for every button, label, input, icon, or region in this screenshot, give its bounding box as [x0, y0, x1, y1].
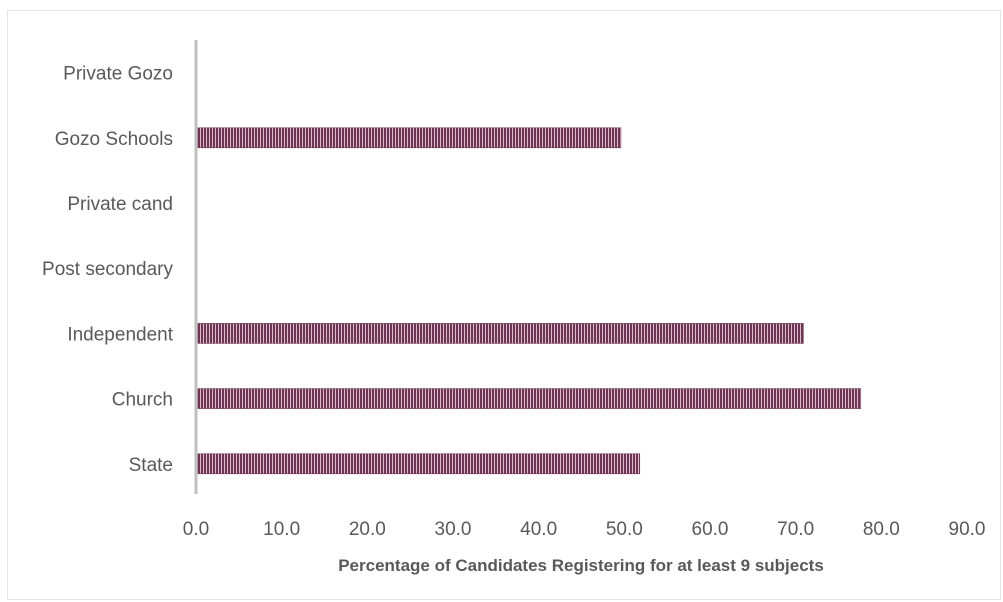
category-label: State [129, 455, 173, 476]
x-tick-label: 10.0 [263, 519, 300, 540]
x-tick-label: 80.0 [863, 519, 900, 540]
x-tick-label: 0.0 [183, 519, 209, 540]
category-label: Private cand [67, 194, 173, 215]
x-tick-label: 40.0 [520, 519, 557, 540]
x-tick-label: 60.0 [692, 519, 729, 540]
category-label: Church [112, 390, 173, 411]
bar [197, 388, 862, 409]
x-tick-label: 90.0 [949, 519, 986, 540]
category-label: Gozo Schools [55, 129, 173, 150]
bar [197, 453, 641, 475]
x-tick-label: 70.0 [777, 519, 814, 540]
chart-frame [7, 10, 1001, 600]
x-tick-label: 20.0 [349, 519, 386, 540]
x-tick-label: 50.0 [606, 519, 643, 540]
x-axis-title: Percentage of Candidates Registering for… [338, 556, 824, 575]
bar [197, 127, 622, 149]
category-label: Post secondary [42, 259, 173, 280]
category-label: Private Gozo [63, 64, 173, 85]
category-label: Independent [67, 324, 173, 345]
bar [197, 323, 804, 344]
x-tick-label: 30.0 [435, 519, 472, 540]
